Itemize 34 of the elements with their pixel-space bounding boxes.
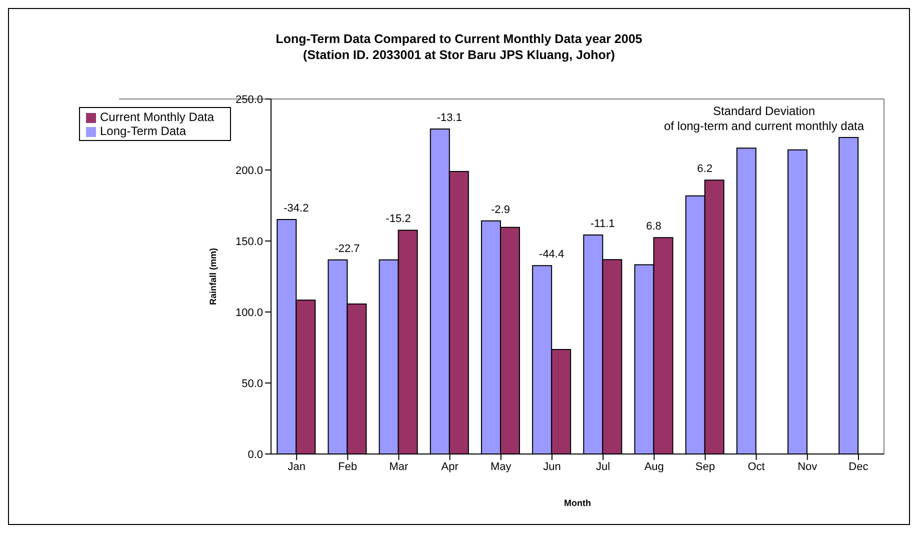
chart-title: Long-Term Data Compared to Current Monthly Data year 2005 bbox=[274, 31, 644, 47]
y-tick-label: 150.0 bbox=[236, 236, 264, 248]
annotation: -13.1 bbox=[436, 112, 462, 124]
x-tick-label: Mar bbox=[389, 460, 409, 473]
y-axis-title: Rainfall (mm) bbox=[208, 248, 218, 306]
x-tick-label: Sep bbox=[695, 460, 716, 473]
y-tick-label: 50.0 bbox=[242, 378, 264, 390]
x-tick-label: Oct bbox=[748, 460, 765, 473]
annotation: Standard Deviation of long-term and current monthly data bbox=[664, 104, 864, 133]
x-tick-label: Aug bbox=[644, 460, 664, 473]
annotation: -34.2 bbox=[284, 202, 309, 215]
annotation: -22.7 bbox=[334, 242, 360, 255]
x-tick-label: Jan bbox=[288, 460, 306, 473]
legend-label: Long-Term Data bbox=[100, 124, 186, 138]
y-tick-label: 100.0 bbox=[236, 306, 264, 319]
annotation: -44.4 bbox=[539, 248, 564, 261]
x-tick-label: Jun bbox=[543, 460, 561, 473]
x-tick-label: Nov bbox=[798, 460, 818, 473]
annotation: 6.2 bbox=[697, 163, 712, 176]
x-tick-label: May bbox=[490, 460, 512, 473]
chart-subtitle: (Station ID. 2033001 at Stor Baru JPS Kluang, Johor) bbox=[302, 47, 616, 63]
x-axis-title: Month bbox=[564, 498, 592, 508]
x-tick-label: Dec bbox=[848, 460, 869, 473]
x-tick-label: Apr bbox=[441, 460, 459, 473]
x-tick-label: Feb bbox=[338, 460, 358, 473]
annotation: 6.8 bbox=[646, 220, 662, 233]
legend-label: Current Monthly Data bbox=[100, 110, 214, 124]
annotation: -11.1 bbox=[590, 218, 615, 230]
annotation: -2.9 bbox=[491, 204, 510, 216]
y-tick-label: 0.0 bbox=[248, 448, 264, 461]
annotation: -15.2 bbox=[386, 213, 411, 226]
y-tick-label: 250.0 bbox=[236, 94, 264, 106]
y-tick-label: 200.0 bbox=[236, 164, 264, 177]
x-tick-label: Jul bbox=[596, 460, 610, 473]
